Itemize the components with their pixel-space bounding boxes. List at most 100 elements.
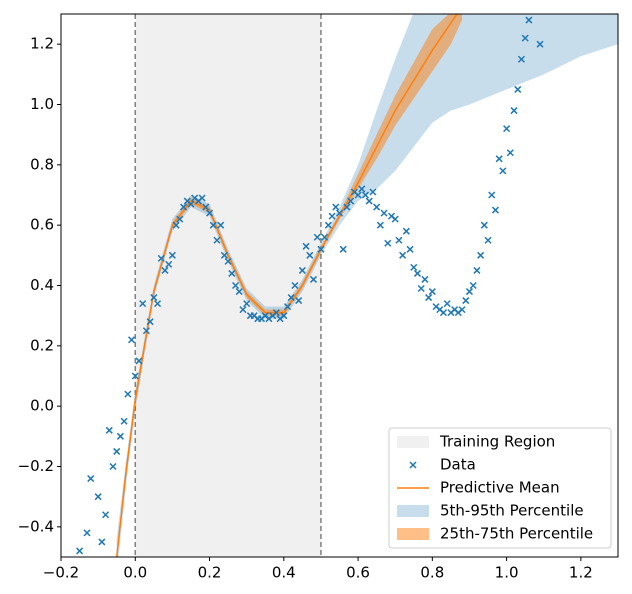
data-point <box>272 309 280 317</box>
data-point <box>105 426 113 434</box>
data-point <box>347 197 355 205</box>
data-point <box>83 529 91 537</box>
data-point <box>295 297 303 305</box>
data-point <box>358 185 366 193</box>
data-point <box>517 55 525 63</box>
x-tick-label: 1.0 <box>495 564 519 582</box>
legend-label: Predictive Mean <box>440 479 560 497</box>
legend-box <box>388 427 612 549</box>
data-point <box>217 221 225 229</box>
data-point <box>506 149 514 157</box>
data-point <box>458 306 466 314</box>
data-point <box>172 221 180 229</box>
data-point <box>417 284 425 293</box>
data-point <box>198 194 206 202</box>
data-point <box>391 215 399 223</box>
data-point <box>228 269 236 277</box>
data-point <box>235 288 243 296</box>
data-point <box>239 306 247 314</box>
y-tick-label: 1.0 <box>30 95 54 113</box>
data-point <box>168 251 176 259</box>
data-point <box>525 16 533 24</box>
data-point <box>369 188 377 196</box>
data-point <box>150 294 158 302</box>
legend-label: Training Region <box>439 433 555 451</box>
data-point <box>109 462 117 471</box>
data-point <box>536 40 544 48</box>
data-point <box>339 245 347 253</box>
data-point <box>154 300 162 308</box>
data-point <box>317 245 325 253</box>
data-point <box>131 372 139 380</box>
data-point <box>491 206 499 214</box>
data-point <box>324 221 332 229</box>
y-tick-label: 0.6 <box>30 216 54 234</box>
data-point <box>120 417 128 425</box>
data-point <box>98 538 106 546</box>
data-point <box>206 209 214 217</box>
data-point <box>469 281 477 290</box>
data-point <box>495 155 503 163</box>
x-tick-label: 1.2 <box>569 564 593 582</box>
data-point <box>365 197 373 205</box>
data-point <box>298 266 306 274</box>
data-point <box>202 203 210 211</box>
data-point <box>283 303 292 311</box>
data-point <box>484 236 492 244</box>
data-point <box>146 318 154 326</box>
data-point <box>343 203 351 211</box>
data-point <box>465 288 473 296</box>
data-point <box>302 242 310 250</box>
y-tick-label: 1.2 <box>30 35 54 53</box>
data-point <box>180 203 188 211</box>
data-point <box>477 251 485 259</box>
data-point <box>116 432 124 440</box>
data-point <box>384 239 392 247</box>
data-point <box>421 275 429 283</box>
data-point <box>142 327 150 335</box>
training-region <box>135 14 321 557</box>
legend-label: Data <box>440 456 476 474</box>
data-point <box>395 236 403 244</box>
data-point <box>521 34 529 42</box>
data-point <box>321 233 329 241</box>
x-tick-label: −0.2 <box>43 564 79 582</box>
y-tick-label: 0.2 <box>30 336 54 354</box>
data-point <box>332 203 340 211</box>
data-point <box>113 447 121 455</box>
data-point <box>231 281 240 290</box>
data-point <box>473 266 481 274</box>
data-point <box>220 251 228 259</box>
y-tick-label: 0.8 <box>30 155 54 173</box>
data-point <box>361 191 370 199</box>
data-point <box>428 288 436 296</box>
data-point <box>280 312 288 320</box>
data-point <box>335 209 344 217</box>
data-point <box>187 200 195 208</box>
data-point <box>462 297 470 305</box>
data-point <box>176 215 184 223</box>
x-tick-label: 0.0 <box>123 564 147 582</box>
data-point <box>443 300 451 308</box>
data-point <box>328 212 336 220</box>
data-point <box>309 275 318 283</box>
data-point <box>128 336 136 344</box>
data-point <box>410 263 418 271</box>
x-tick-label: 0.4 <box>272 564 296 582</box>
data-point <box>503 125 511 133</box>
plot-area <box>76 14 618 557</box>
data-point <box>306 251 314 259</box>
data-point <box>139 300 147 308</box>
data-point <box>354 191 362 199</box>
x-tick-label: 0.6 <box>346 564 370 582</box>
data-point <box>76 547 84 555</box>
data-point <box>380 209 388 217</box>
data-point <box>209 221 217 229</box>
data-point <box>135 357 143 365</box>
legend-swatch <box>397 505 429 517</box>
y-tick-label: 0.4 <box>30 276 54 294</box>
data-point <box>291 281 299 290</box>
data-point <box>157 254 165 262</box>
x-tick-label: 0.8 <box>420 564 444 582</box>
data-point <box>124 390 132 398</box>
